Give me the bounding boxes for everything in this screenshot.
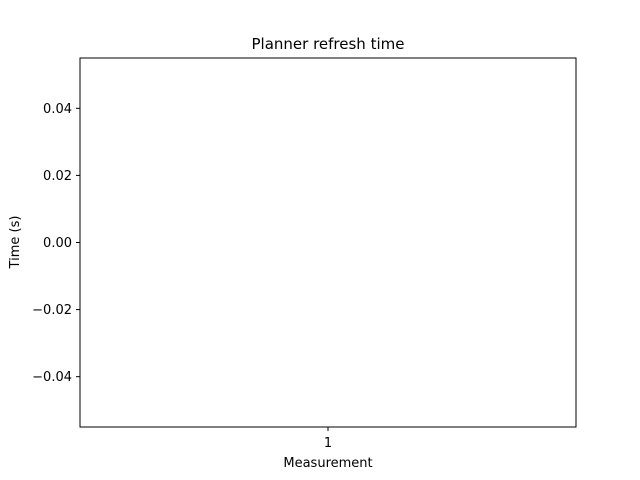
y-tick-label-4: 0.04 bbox=[43, 102, 72, 117]
y-tick-label-1: −0.02 bbox=[32, 303, 72, 318]
x-tick-label-1: 1 bbox=[324, 436, 332, 451]
x-axis-label: Measurement bbox=[283, 456, 372, 471]
y-tick-label-3: 0.02 bbox=[43, 169, 72, 184]
plot-area: −0.04 −0.02 0.00 0.02 0.04 1 bbox=[32, 57, 577, 451]
y-tick-label-2: 0.00 bbox=[43, 236, 72, 251]
chart-title: Planner refresh time bbox=[252, 35, 405, 53]
y-tick-label-0: −0.04 bbox=[32, 370, 72, 385]
y-axis-label: Time (s) bbox=[8, 216, 23, 270]
